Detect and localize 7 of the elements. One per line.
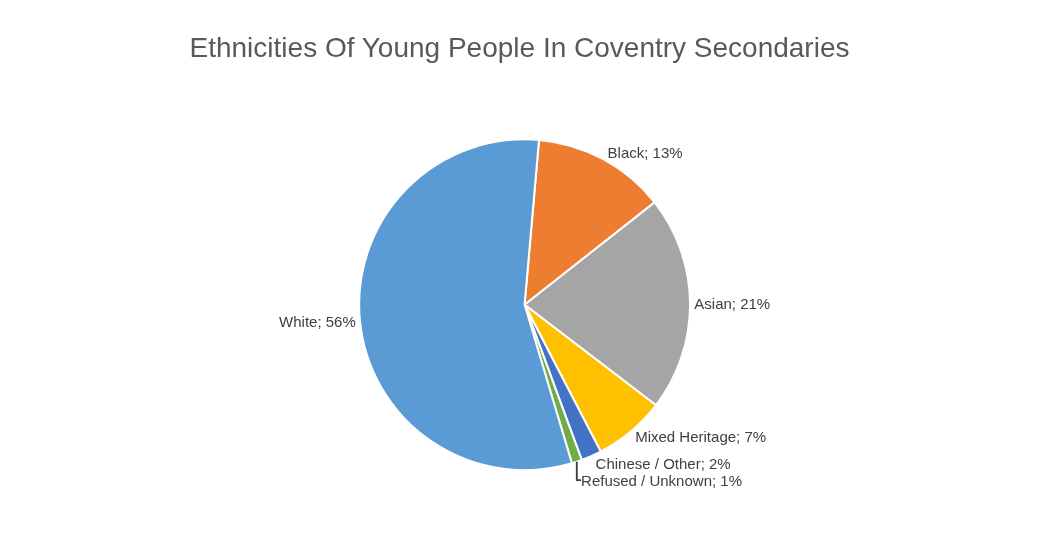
slice-label: Black; 13%	[607, 144, 683, 162]
chart-title: Ethnicities Of Young People In Coventry Secondaries	[189, 32, 850, 64]
slice-label: Mixed Heritage; 7%	[635, 427, 767, 445]
slice-label: Chinese / Other; 2%	[595, 454, 731, 472]
slice-label: Asian; 21%	[694, 295, 771, 313]
slice-label: White; 56%	[279, 313, 356, 330]
slice-label: Refused / Unknown; 1%	[581, 471, 742, 489]
